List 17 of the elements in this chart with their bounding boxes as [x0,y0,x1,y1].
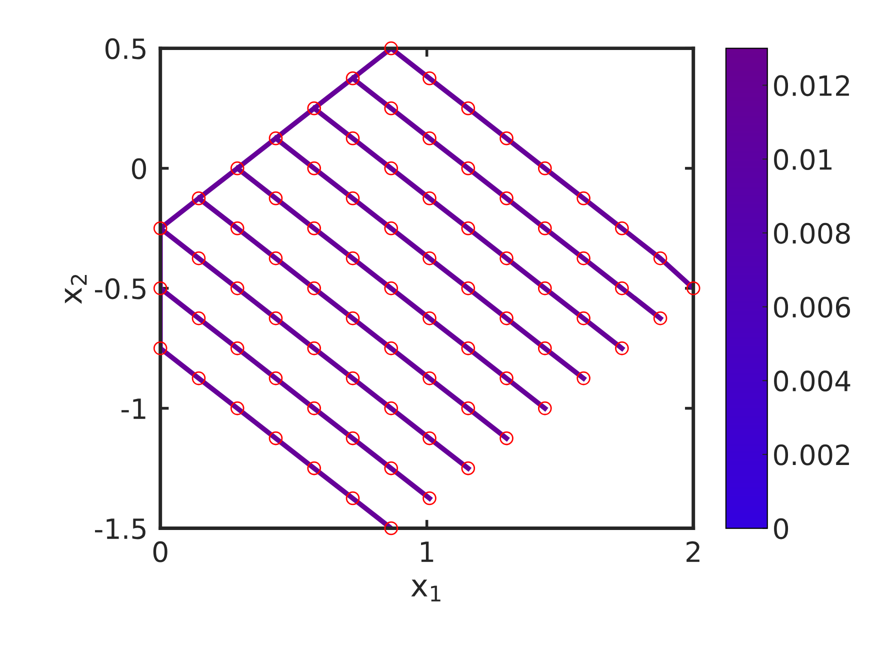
color-bar-label: 0.008 [774,222,850,244]
color-bar-label: 0.006 [774,296,850,318]
y-tick-label: 0 [132,158,146,180]
x-tick-label: 2 [686,541,700,562]
color-bar-label: 0.002 [774,444,849,466]
y-tick-label: -0.5 [95,278,146,300]
color-bar-label: 0.004 [774,370,850,392]
y-axis-title: x$_{2}$ [64,274,87,304]
x-tick-label: 0 [153,541,168,562]
x-axis-title: x$_{1}$ [411,580,440,602]
y-tick-label: -1.5 [95,518,146,540]
y-tick-label: 0.5 [106,38,146,60]
x-tick-label: 1 [421,542,434,562]
y-tick-label: -1 [122,398,146,419]
color-bar-label: 0.012 [774,75,849,96]
color-bar-label: 0.01 [774,149,832,170]
color-bar-label: 0 [774,518,788,540]
